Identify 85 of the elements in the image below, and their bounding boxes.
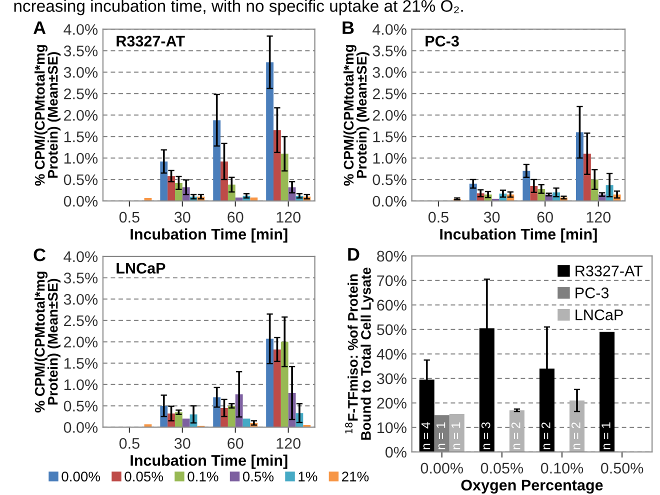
legend-label: 21% [342,472,369,482]
y-axis-title: $^{18}$F-TFmiso: %of Protein Bound to Total Cell Lysate [345,268,374,440]
y-tick-label: 3.0% [64,67,98,78]
x-axis-title: Incubation Time [min] [440,228,597,243]
y-tick-label: 3.5% [372,46,406,56]
y-tick-label: 4.0% [372,24,406,35]
y-tick-label: 10% [378,422,406,434]
legend-label: R3327-AT [576,266,643,276]
x-axis-title: Incubation Time [min] [130,228,288,243]
y-tick-label: 30% [376,373,406,384]
legend-label: 1% [298,472,318,482]
y-tick-label: 1.0% [64,379,98,390]
y-tick-label: 60% [377,300,406,311]
y-axis-title: % CPM/(CPMtotal*mg Protein) (Mean±SE) [343,45,370,186]
annotation: n = 1 [452,422,460,450]
x-tick-label: 30 [174,438,190,449]
y-tick-label: 2.5% [372,88,406,100]
x-axis-title: Incubation Time [min] [130,454,288,469]
y-tick-label: 1.0% [64,152,98,164]
x-tick-label: 0.5 [119,212,140,223]
legend-label: LNCaP [576,309,623,320]
y-tick-label: 40% [376,348,406,360]
text: B [342,21,354,34]
y-axis-title: % CPM/(CPMtotal*mg Protein) (Mean±SE) [34,45,60,186]
x-tick-label: 60 [228,438,244,449]
chart-title: PC-3 [426,36,459,47]
y-tick-label: 0.5% [372,174,406,186]
x-tick-label: 30 [174,212,190,223]
x-tick-label: 30 [484,212,500,223]
x-tick-label: 120 [586,212,611,223]
y-tick-label: 3.5% [64,272,98,284]
legend-label: 0.1% [188,472,218,482]
x-tick-label: 0.10% [540,462,584,474]
y-tick-label: 0.0% [372,196,406,207]
y-tick-label: 80% [377,250,406,262]
y-tick-label: 20% [377,398,406,409]
x-tick-label: 0.00% [420,462,463,474]
x-tick-label: 0.50% [600,462,644,474]
x-tick-label: 120 [276,212,300,223]
chart-title: R3327-AT [116,36,185,47]
y-tick-label: 3.5% [64,46,98,56]
y-tick-label: 3.0% [64,294,98,305]
y-tick-label: 0.0% [64,422,98,433]
y-tick-label: 0.5% [64,400,98,412]
annotation: n = 2 [511,422,520,450]
y-tick-label: 0.5% [64,174,98,186]
chart-subtitle: ncreasing incubation time, with no specific uptake at 21% O₂. [14,0,463,16]
x-tick-label: 0.05% [480,462,524,474]
x-axis-title: Oxygen Percentage [461,480,603,494]
y-tick-label: 2.0% [64,110,98,121]
legend-label: PC-3 [576,288,609,298]
x-tick-label: 60 [537,212,553,223]
y-tick-label: 4.0% [64,251,98,262]
chart-title: LNCaP [116,262,166,274]
y-tick-label: 2.0% [64,336,98,348]
y-tick-label: 70% [377,275,406,286]
y-tick-label: 50% [377,324,406,336]
y-tick-label: 2.0% [372,110,406,121]
legend-label: 0.05% [124,472,164,482]
text: C [34,248,46,262]
text: D [348,248,360,261]
x-tick-label: 0.5 [428,212,448,223]
y-tick-label: 2.5% [64,88,98,100]
y-tick-label: 1.5% [373,131,406,142]
text: A [33,21,46,34]
legend-label: 0.00% [62,472,100,482]
legend-label: 0.5% [242,472,274,482]
y-axis-title: % CPM/(CPMtotal*mg Protein) (Mean±SE) [34,272,60,412]
x-tick-label: 60 [228,212,244,223]
x-tick-label: 0.5 [119,438,140,449]
y-tick-label: 4.0% [64,24,98,35]
annotation: n = 1 [436,422,446,450]
annotation: n = 3 [481,422,490,450]
y-tick-label: 1.5% [64,131,98,142]
annotation: n = 1 [602,422,610,450]
x-tick-label: 120 [276,438,300,449]
y-tick-label: 1.0% [373,152,406,164]
y-tick-label: 0.0% [64,196,98,207]
annotation: n = 2 [541,422,550,450]
annotation: n = 2 [572,422,580,450]
y-tick-label: 0% [385,446,406,458]
annotation: n = 4 [421,422,430,450]
y-tick-label: 3.0% [372,67,406,78]
y-tick-label: 2.5% [64,315,98,326]
y-tick-label: 1.5% [64,358,98,369]
